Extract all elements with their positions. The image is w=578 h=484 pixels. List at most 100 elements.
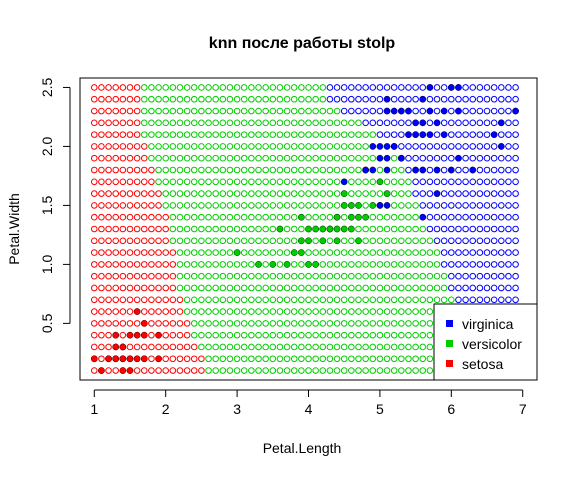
grid-point-versicolor	[419, 284, 427, 292]
grid-point-versicolor	[176, 119, 184, 127]
grid-point-versicolor	[419, 249, 427, 256]
grid-point-versicolor	[333, 190, 341, 197]
grid-point-virginica	[448, 225, 455, 233]
grid-point-virginica	[419, 143, 427, 150]
grid-point-versicolor	[405, 261, 412, 268]
grid-point-virginica	[419, 190, 427, 197]
grid-point-versicolor	[269, 143, 277, 150]
grid-point-versicolor	[240, 154, 248, 162]
grid-point-versicolor	[219, 308, 227, 315]
grid-point-versicolor	[219, 367, 227, 374]
grid-point-versicolor	[183, 272, 191, 280]
grid-point-virginica	[376, 84, 384, 91]
grid-point-versicolor	[162, 107, 169, 115]
grid-point-versicolor	[355, 178, 362, 186]
grid-point-setosa	[112, 296, 119, 304]
grid-point-virginica	[483, 237, 491, 245]
data-point-setosa	[98, 367, 105, 374]
grid-point-versicolor	[262, 213, 269, 221]
grid-point-versicolor	[419, 237, 427, 245]
grid-point-versicolor	[348, 272, 355, 280]
grid-point-versicolor	[312, 154, 319, 162]
grid-point-versicolor	[276, 331, 284, 339]
grid-point-virginica	[462, 166, 469, 174]
data-point-setosa	[119, 367, 127, 374]
grid-point-versicolor	[269, 343, 277, 351]
grid-point-versicolor	[355, 284, 362, 292]
grid-point-versicolor	[248, 143, 255, 150]
grid-point-versicolor	[269, 272, 277, 280]
grid-point-versicolor	[419, 261, 427, 268]
grid-point-versicolor	[419, 308, 427, 315]
grid-point-versicolor	[290, 131, 298, 138]
grid-point-versicolor	[312, 119, 319, 127]
grid-point-versicolor	[398, 166, 405, 174]
grid-point-virginica	[448, 284, 455, 292]
grid-point-versicolor	[190, 166, 198, 174]
grid-point-versicolor	[205, 308, 212, 315]
grid-point-virginica	[469, 225, 477, 233]
grid-point-versicolor	[348, 143, 355, 150]
grid-point-versicolor	[355, 308, 362, 315]
grid-point-setosa	[183, 343, 191, 351]
grid-point-versicolor	[248, 272, 255, 280]
grid-point-versicolor	[198, 261, 205, 268]
grid-point-setosa	[119, 143, 127, 150]
grid-point-setosa	[133, 343, 141, 351]
grid-point-versicolor	[176, 272, 184, 280]
grid-point-versicolor	[269, 107, 277, 115]
grid-point-versicolor	[276, 107, 284, 115]
y-tick-label: 1.0	[39, 254, 55, 274]
grid-point-versicolor	[355, 119, 362, 127]
grid-point-setosa	[140, 202, 148, 209]
grid-point-virginica	[512, 143, 519, 150]
grid-point-versicolor	[398, 190, 405, 197]
data-point-virginica	[398, 154, 405, 162]
grid-point-versicolor	[340, 249, 348, 256]
grid-point-versicolor	[312, 249, 319, 256]
grid-point-virginica	[498, 213, 505, 221]
grid-point-versicolor	[276, 119, 284, 127]
grid-point-versicolor	[305, 343, 312, 351]
grid-point-versicolor	[262, 272, 269, 280]
grid-point-versicolor	[190, 190, 198, 197]
grid-point-versicolor	[355, 261, 362, 268]
data-point-versicolor	[312, 225, 319, 233]
data-point-versicolor	[340, 202, 348, 209]
grid-point-versicolor	[255, 119, 262, 127]
grid-point-versicolor	[383, 249, 391, 256]
grid-point-versicolor	[426, 272, 434, 280]
grid-point-versicolor	[248, 95, 255, 103]
grid-point-versicolor	[440, 272, 448, 280]
grid-point-versicolor	[326, 249, 334, 256]
grid-point-setosa	[133, 95, 141, 103]
grid-point-versicolor	[290, 95, 298, 103]
grid-point-versicolor	[269, 367, 277, 374]
grid-point-versicolor	[269, 355, 277, 363]
grid-point-versicolor	[162, 166, 169, 174]
grid-point-versicolor	[369, 190, 377, 197]
grid-point-versicolor	[148, 107, 155, 115]
data-point-virginica	[448, 84, 455, 91]
grid-point-versicolor	[348, 190, 355, 197]
grid-point-virginica	[512, 95, 519, 103]
grid-point-setosa	[90, 190, 98, 197]
grid-point-virginica	[483, 213, 491, 221]
data-point-virginica	[376, 154, 384, 162]
grid-point-versicolor	[262, 131, 269, 138]
data-point-virginica	[440, 107, 448, 115]
grid-point-virginica	[433, 143, 441, 150]
grid-point-versicolor	[390, 272, 398, 280]
data-point-versicolor	[376, 178, 384, 186]
grid-point-versicolor	[319, 190, 327, 197]
grid-point-versicolor	[255, 131, 262, 138]
grid-point-versicolor	[162, 202, 169, 209]
grid-point-versicolor	[198, 320, 205, 327]
grid-point-setosa	[90, 107, 98, 115]
data-point-virginica	[390, 143, 398, 150]
grid-point-virginica	[426, 143, 434, 150]
grid-point-virginica	[376, 131, 384, 138]
grid-point-setosa	[140, 166, 148, 174]
grid-point-versicolor	[298, 308, 305, 315]
grid-point-versicolor	[226, 249, 234, 256]
